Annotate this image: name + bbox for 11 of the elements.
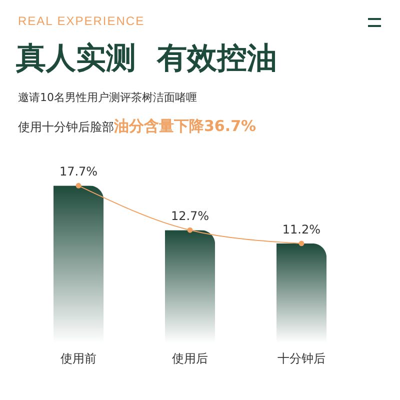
chart-subtitle: 邀请10名男性用户测评茶树洁面啫喱 [18,90,197,105]
text: REAL EXPERIENCE [18,14,145,28]
data-label: 12.7% [170,209,210,224]
text: 使用十分钟后脸部 [18,120,114,134]
x-tick-label: 使用后 [172,352,208,366]
x-tick-label: 使用前 [60,352,97,366]
text: 油分含量下降36.7% [114,117,256,135]
chart-title: 真人实测 有效控油 [16,40,277,78]
x-tick-label: 十分钟后 [277,352,326,366]
data-label: 11.2% [282,222,321,236]
data-label: 17.7% [59,164,98,179]
